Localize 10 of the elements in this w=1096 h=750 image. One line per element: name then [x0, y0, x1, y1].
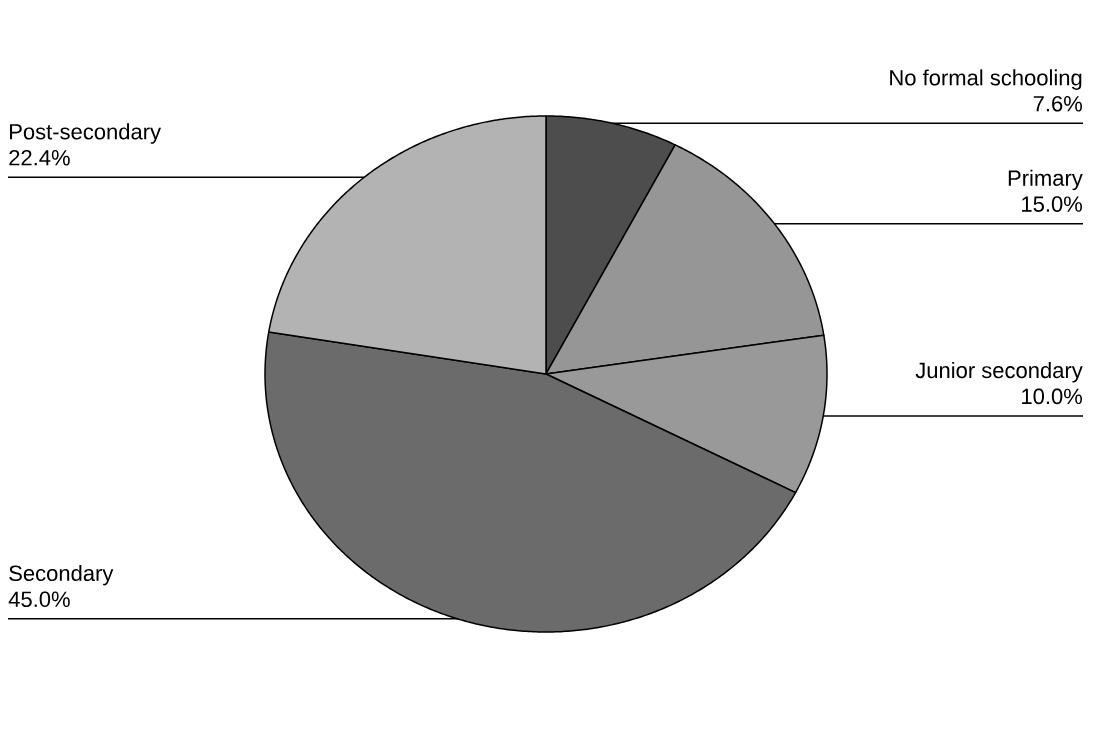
data-label: 22.4%: [9, 149, 70, 166]
slice-label: No formal schooling: [890, 69, 1082, 90]
data-label: 7.6%: [1033, 95, 1083, 112]
slice-label: Post-secondary: [10, 123, 161, 144]
data-label: 10.0%: [1022, 388, 1082, 405]
slice-label: Secondary: [9, 564, 114, 586]
data-label: 15.0%: [1022, 196, 1082, 212]
slice-label: Junior secondary: [915, 362, 1083, 383]
data-label: 45.0%: [8, 591, 70, 608]
slice-label: Primary: [1008, 169, 1083, 191]
